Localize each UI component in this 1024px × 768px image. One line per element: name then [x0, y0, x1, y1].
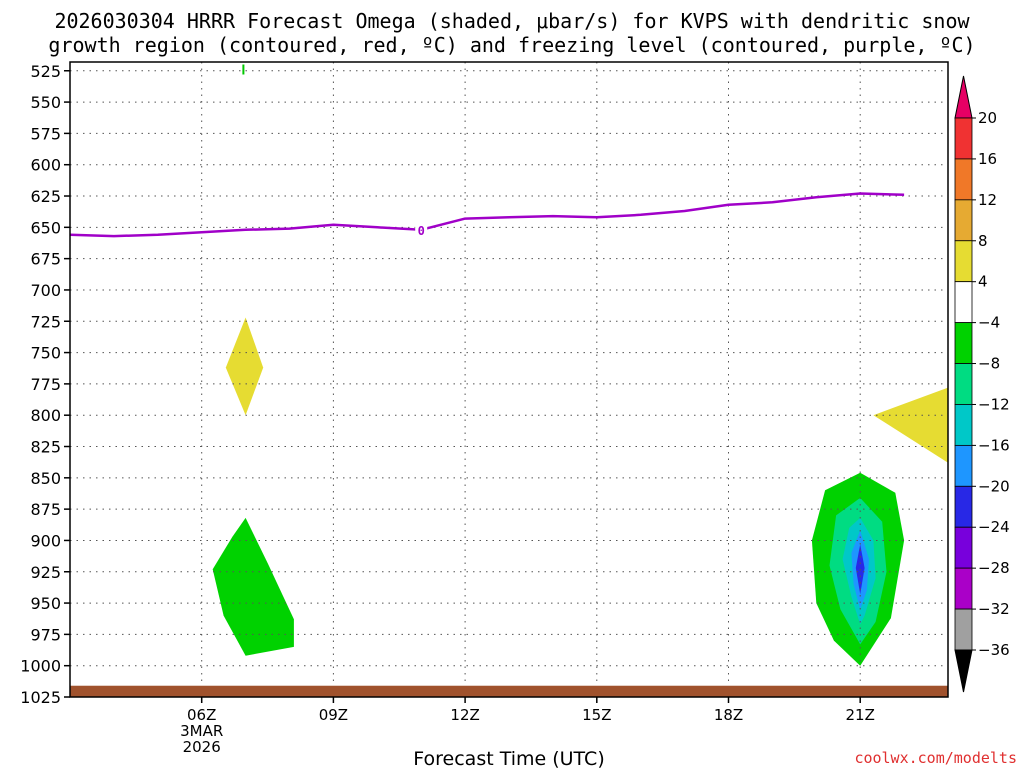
colorbar: 20 16 12 8 4 −4 −8 −12 −16 −20 −24 −28 −32 −36: [954, 75, 1010, 693]
y-tick-label: 900: [30, 531, 61, 550]
x-axis-title: Forecast Time (UTC): [413, 748, 604, 768]
colorbar-segment: [954, 567, 973, 610]
colorbar-top-arrow: [954, 75, 973, 119]
y-tick-label: 850: [30, 469, 61, 488]
y-tick-label: 1025: [20, 688, 61, 707]
colorbar-segment: [954, 363, 973, 405]
freezing-level-line: [69, 192, 905, 238]
colorbar-label: −32: [978, 600, 1010, 618]
colorbar-label: −36: [978, 641, 1010, 659]
colorbar-label: −4: [978, 314, 1000, 332]
colorbar-segment: [954, 240, 973, 283]
y-tick-label: 550: [30, 93, 61, 112]
x-tick-label: 21Z: [846, 706, 875, 724]
ground-layer: [70, 685, 948, 697]
omega-region-1: [873, 387, 948, 463]
x-tick-year: 2026: [183, 738, 221, 756]
credit-text[interactable]: coolwx.com/modelts: [854, 749, 1017, 767]
plot-area: [70, 62, 948, 697]
y-tick-label: 1000: [20, 657, 61, 676]
y-tick-label: 775: [30, 375, 61, 394]
colorbar-segment: [954, 444, 973, 487]
y-tick-label: 925: [30, 563, 61, 582]
plot-border: [69, 61, 949, 698]
y-tick-label: 650: [30, 218, 61, 237]
colorbar-segment: [954, 485, 973, 528]
y-tick-label: 600: [30, 156, 61, 175]
freezing-level: 0: [69, 192, 905, 238]
y-tick-label: 575: [30, 124, 61, 143]
colorbar-label: 20: [978, 109, 997, 127]
plot-background: [70, 62, 948, 697]
colorbar-label: −20: [978, 477, 1010, 495]
x-tick-date: 3MAR: [180, 722, 223, 740]
x-tick-label: 12Z: [450, 706, 479, 724]
colorbar-segment: [954, 322, 973, 364]
y-tick-label: 725: [30, 312, 61, 331]
y-tick-label: 950: [30, 594, 61, 613]
freezing-level-label-bg: [415, 221, 428, 237]
colorbar-label: 12: [978, 191, 997, 209]
colorbar-label: −24: [978, 518, 1010, 536]
x-tick-label: 09Z: [319, 706, 348, 724]
colorbar-bottom-arrow: [954, 649, 973, 693]
colorbar-segment: [954, 281, 973, 324]
colorbar-label: −8: [978, 355, 1000, 373]
ground-fill: [70, 685, 948, 697]
x-tick-label: 18Z: [714, 706, 743, 724]
y-tick-label: 750: [30, 344, 61, 363]
colorbar-segment: [954, 526, 973, 569]
x-tick-label: 06Z: [187, 706, 216, 724]
colorbar-segment: [954, 404, 973, 446]
y-tick-label: 875: [30, 500, 61, 519]
colorbar-segment: [954, 608, 973, 651]
omega-region-2: [212, 517, 294, 656]
y-tick-label: 700: [30, 281, 61, 300]
colorbar-label: 8: [978, 232, 988, 250]
chart-title-line1: 2026030304 HRRR Forecast Omega (shaded, …: [54, 9, 970, 33]
y-tick-label: 525: [30, 62, 61, 81]
plot-frame: [69, 61, 949, 698]
y-tick-label: 825: [30, 438, 61, 457]
y-tick-label: 675: [30, 250, 61, 269]
colorbar-label: −12: [978, 395, 1010, 413]
colorbar-label: −16: [978, 436, 1010, 454]
chart-title-line2: growth region (contoured, red, ºC) and f…: [48, 33, 975, 57]
colorbar-segment: [954, 117, 973, 160]
colorbar-label: 4: [978, 273, 988, 291]
colorbar-label: −28: [978, 559, 1010, 577]
x-tick-label: 15Z: [582, 706, 611, 724]
omega-region-0: [225, 317, 264, 416]
colorbar-segment: [954, 158, 973, 201]
y-tick-label: 975: [30, 625, 61, 644]
y-axis: 525 550 575 600 625 650 675 700 725 750 775 800 825 8…: [20, 62, 70, 707]
freezing-level-label: 0: [418, 224, 425, 238]
y-tick-label: 625: [30, 187, 61, 206]
colorbar-segment: [954, 199, 973, 242]
colorbar-label: 16: [978, 150, 997, 168]
y-tick-label: 800: [30, 406, 61, 425]
